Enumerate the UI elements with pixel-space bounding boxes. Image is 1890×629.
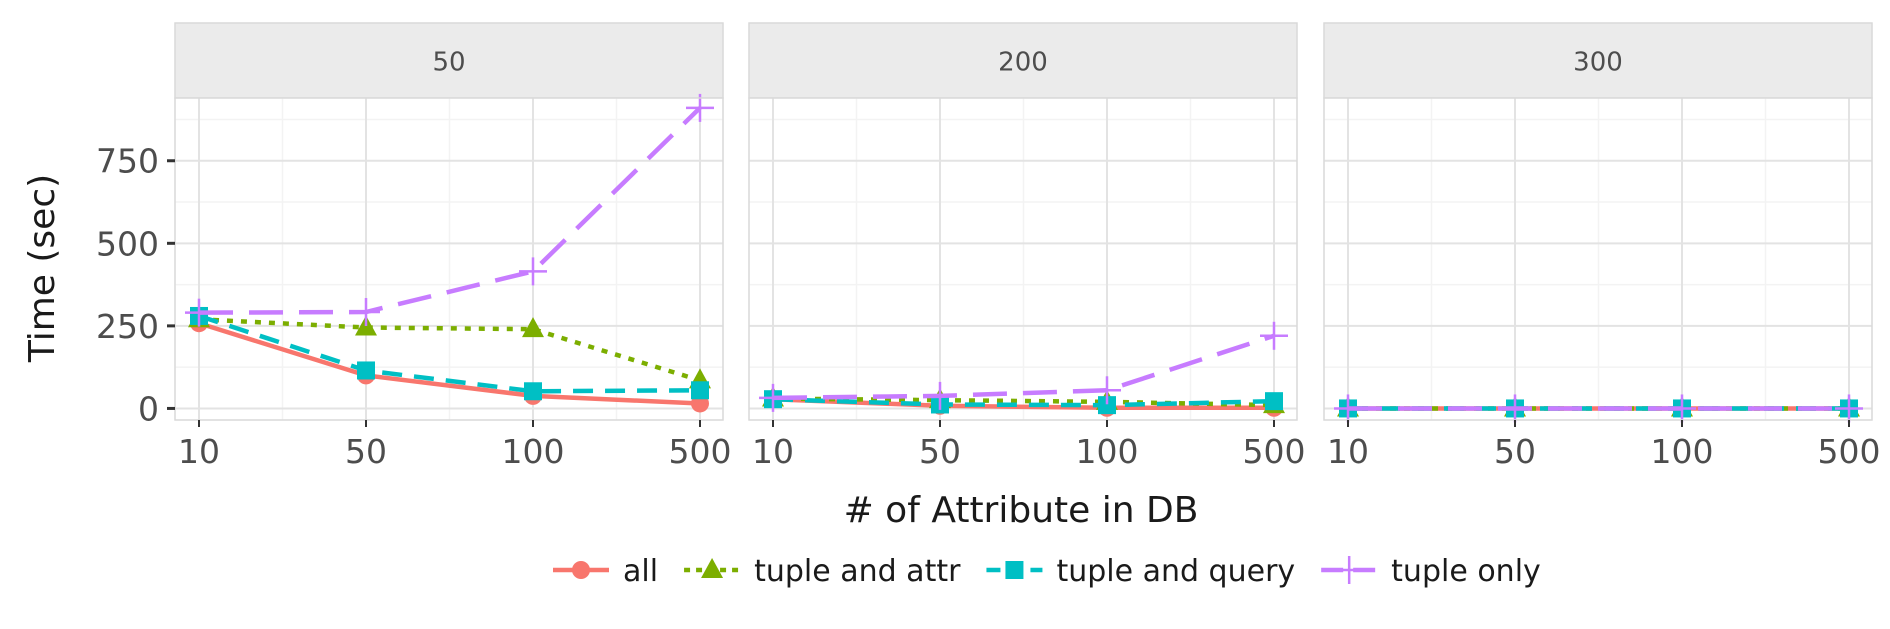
legend-item: all (553, 554, 658, 589)
data-point (1098, 396, 1116, 415)
facet-strip (748, 22, 1298, 99)
facet-panel: 200 10 50 100 500 (748, 22, 1306, 471)
legend-key-marker (1335, 556, 1364, 584)
data-point (1501, 394, 1529, 423)
legend-label: tuple and query (1056, 554, 1295, 589)
y-tick-label: 500 (96, 224, 159, 263)
data-point (1334, 394, 1362, 423)
y-tick-label: 250 (96, 307, 159, 346)
x-axis-title: # of Attribute in DB (844, 490, 1199, 531)
x-tick-label: 100 (502, 432, 565, 471)
legend-key-marker (701, 558, 724, 578)
x-tick-label: 100 (1076, 432, 1139, 471)
data-point (759, 383, 787, 412)
panel-border (174, 97, 724, 421)
x-tick-label: 500 (669, 432, 732, 471)
x-tick-label: 50 (345, 432, 387, 471)
facet-strip-label: 300 (1573, 48, 1623, 78)
series-line (198, 106, 702, 315)
panel-border (748, 97, 1298, 421)
x-tick-label: 50 (1494, 432, 1536, 471)
data-point (185, 298, 213, 327)
x-tick-label: 100 (1651, 432, 1714, 471)
legend: all tuple and attr tuple and query tuple on… (553, 554, 1541, 589)
x-tick-label: 10 (752, 432, 794, 471)
legend-label: tuple and attr (754, 554, 961, 589)
facet-panels: 50 10 50 100 500 200 10 50 100 500 300 10 50 100 500 (174, 22, 1881, 471)
data-point (522, 317, 544, 338)
data-point (357, 361, 375, 380)
legend-item: tuple only (1321, 554, 1541, 589)
facet-strip-label: 200 (998, 48, 1048, 78)
x-tick-label: 50 (919, 432, 961, 471)
series-line (772, 396, 1275, 408)
legend-item: tuple and attr (684, 554, 961, 589)
panel-border (1323, 97, 1873, 421)
data-point (519, 257, 547, 286)
data-point (926, 381, 954, 410)
legend-key-marker (1005, 561, 1024, 579)
legend-label: tuple only (1391, 554, 1541, 589)
series-line (198, 321, 701, 406)
data-point (1668, 394, 1696, 423)
series-line (198, 317, 701, 383)
y-tick-label: 750 (96, 142, 159, 181)
data-point (1265, 392, 1283, 411)
legend-item: tuple and query (986, 554, 1295, 589)
facet-panel: 300 10 50 100 500 (1323, 22, 1881, 471)
facet-strip (174, 22, 724, 99)
x-tick-label: 10 (178, 432, 220, 471)
x-tick-label: 10 (1327, 432, 1369, 471)
y-axis: 0 250 500 750 (96, 142, 175, 428)
series-line (772, 333, 1275, 401)
facet-strip (1323, 22, 1873, 99)
y-tick-label: 0 (138, 389, 159, 428)
data-point (691, 381, 709, 400)
data-point (352, 298, 380, 327)
y-axis-title: Time (sec) (22, 174, 63, 363)
data-point (1093, 376, 1121, 405)
facet-panel: 50 10 50 100 500 (174, 22, 732, 471)
data-point (1260, 321, 1288, 350)
data-point (1835, 394, 1863, 423)
legend-label: all (623, 554, 658, 589)
x-tick-label: 500 (1243, 432, 1306, 471)
x-tick-label: 500 (1818, 432, 1881, 471)
data-point (524, 382, 542, 401)
series-line (198, 313, 701, 394)
legend-key-marker (572, 561, 590, 579)
facet-strip-label: 50 (432, 48, 465, 78)
